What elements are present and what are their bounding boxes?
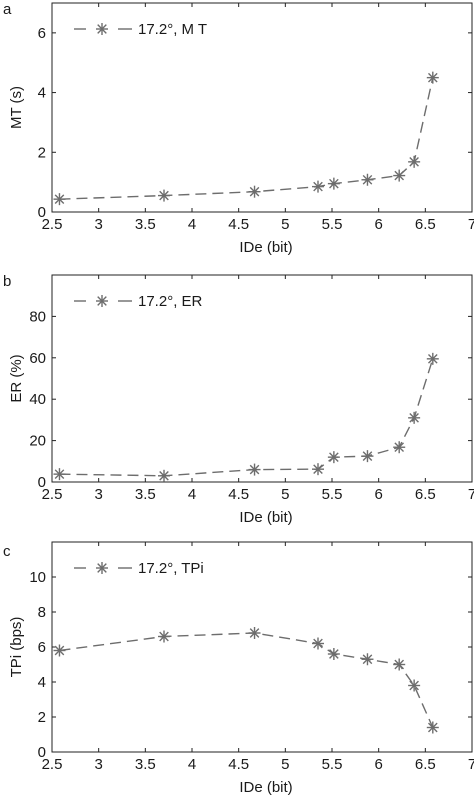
legend-marker xyxy=(96,562,108,574)
x-tick-label: 6.5 xyxy=(415,216,436,233)
legend-label: 17.2°, M T xyxy=(138,21,207,38)
data-point xyxy=(327,648,340,660)
y-tick-label: 4 xyxy=(38,674,46,691)
data-point xyxy=(327,177,340,190)
y-tick-label: 4 xyxy=(38,85,46,102)
data-point xyxy=(248,463,261,476)
data-point xyxy=(393,658,406,671)
data-point xyxy=(158,469,170,482)
legend-label: 17.2°, TPi xyxy=(138,560,204,577)
x-tick-label: 7 xyxy=(468,486,474,503)
x-tick-label: 6.5 xyxy=(415,756,436,773)
data-point xyxy=(248,627,261,639)
data-point xyxy=(426,721,439,734)
series-line xyxy=(59,632,434,728)
y-tick-label: 60 xyxy=(29,350,46,367)
x-tick-label: 6 xyxy=(374,486,382,503)
x-tick-label: 5.5 xyxy=(322,756,343,773)
y-tick-label: 20 xyxy=(29,433,46,450)
y-axis-label: MT (s) xyxy=(8,86,25,129)
x-tick-label: 4.5 xyxy=(228,486,249,503)
x-tick-label: 5 xyxy=(281,756,289,773)
y-tick-label: 0 xyxy=(38,474,46,491)
x-tick-label: 2.5 xyxy=(42,216,63,233)
plot-frame xyxy=(51,541,473,753)
x-tick-label: 3 xyxy=(94,486,102,503)
data-point xyxy=(426,352,439,365)
x-tick-label: 6.5 xyxy=(415,486,436,503)
panel-a: a 2.5 3 3.5 4 4.5 5 5.5 6 6.5 7 0 2 4 6 IDe (bit) MT (s)… xyxy=(3,1,474,256)
y-tick-label: 2 xyxy=(38,709,46,726)
plot-frame xyxy=(51,274,473,483)
series-line xyxy=(59,358,434,477)
y-axis-label: TPi (bps) xyxy=(8,617,25,678)
x-tick-label: 3 xyxy=(94,756,102,773)
data-point xyxy=(408,411,421,424)
x-tick-label: 6 xyxy=(374,756,382,773)
x-tick-label: 3.5 xyxy=(135,486,156,503)
legend-marker xyxy=(96,23,108,35)
x-tick-label: 4 xyxy=(188,216,196,233)
y-axis-label: ER (%) xyxy=(8,354,25,402)
x-tick-label: 5.5 xyxy=(322,486,343,503)
data-point xyxy=(158,189,170,202)
legend-label: 17.2°, ER xyxy=(138,293,203,310)
x-tick-label: 4.5 xyxy=(228,216,249,233)
legend-marker xyxy=(96,295,108,307)
x-tick-label: 5 xyxy=(281,216,289,233)
panel-c: c 2.5 3 3.5 4 4.5 5 5.5 6 6.5 7 0 2 4 6 8 10 IDe (bit) TPi… xyxy=(3,541,474,796)
data-point xyxy=(53,193,66,206)
x-axis-label: IDe (bit) xyxy=(239,779,292,796)
x-tick-label: 3.5 xyxy=(135,756,156,773)
data-point xyxy=(312,463,324,476)
y-tick-label: 80 xyxy=(29,308,46,325)
data-point xyxy=(312,637,324,650)
x-tick-label: 3 xyxy=(94,216,102,233)
data-point xyxy=(393,441,406,454)
data-point xyxy=(408,679,421,692)
data-point xyxy=(248,185,261,198)
data-point xyxy=(361,653,374,666)
x-tick-label: 7 xyxy=(468,216,474,233)
panel-b: b 2.5 3 3.5 4 4.5 5 5.5 6 6.5 7 0 20 40 60 80 IDe (bit) E… xyxy=(3,273,474,526)
x-tick-label: 7 xyxy=(468,756,474,773)
x-tick-label: 6 xyxy=(374,216,382,233)
y-tick-label: 6 xyxy=(38,25,46,42)
data-point xyxy=(158,630,170,643)
x-axis-label: IDe (bit) xyxy=(239,509,292,526)
x-tick-label: 3.5 xyxy=(135,216,156,233)
y-tick-label: 2 xyxy=(38,144,46,161)
data-point xyxy=(327,451,340,464)
x-tick-label: 4 xyxy=(188,756,196,773)
data-point xyxy=(361,450,374,463)
y-tick-label: 0 xyxy=(38,204,46,221)
x-tick-label: 2.5 xyxy=(42,486,63,503)
series-line xyxy=(59,77,434,200)
data-point xyxy=(426,71,439,84)
x-tick-label: 2.5 xyxy=(42,756,63,773)
data-point xyxy=(53,468,66,481)
data-point xyxy=(53,644,66,657)
x-axis-label: IDe (bit) xyxy=(239,239,292,256)
data-point xyxy=(361,173,374,186)
panel-label: a xyxy=(3,1,12,18)
data-point xyxy=(312,180,324,193)
x-tick-label: 4 xyxy=(188,486,196,503)
x-tick-label: 5 xyxy=(281,486,289,503)
y-tick-label: 8 xyxy=(38,604,46,621)
x-tick-label: 4.5 xyxy=(228,756,249,773)
y-tick-label: 6 xyxy=(38,639,46,656)
panel-label: b xyxy=(3,273,11,290)
plot-frame xyxy=(51,2,473,213)
y-tick-label: 40 xyxy=(29,391,46,408)
y-tick-label: 10 xyxy=(29,569,46,586)
panel-label: c xyxy=(3,543,11,560)
data-point xyxy=(393,169,406,182)
y-tick-label: 0 xyxy=(38,744,46,761)
x-tick-label: 5.5 xyxy=(322,216,343,233)
data-point xyxy=(408,155,421,168)
